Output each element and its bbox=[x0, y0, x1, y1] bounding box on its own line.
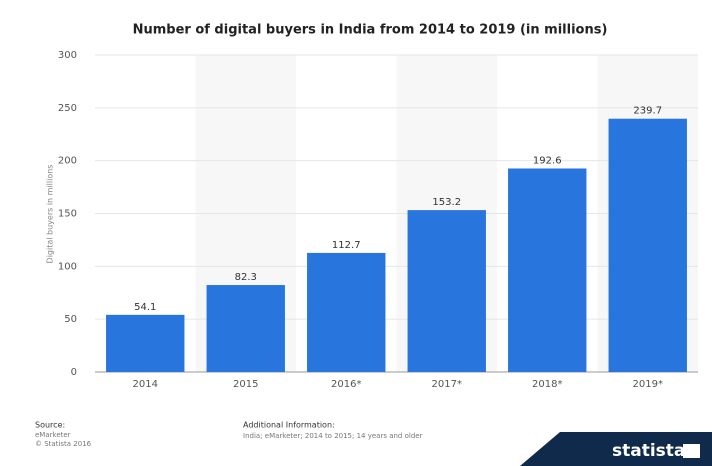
x-tick-label: 2019* bbox=[633, 379, 663, 390]
logo-shape bbox=[520, 432, 712, 466]
x-tick-label: 2014 bbox=[133, 379, 158, 390]
additional-info: India; eMarketer; 2014 to 2015; 14 years… bbox=[243, 432, 423, 440]
x-tick-label: 2018* bbox=[532, 379, 562, 390]
bar bbox=[508, 168, 587, 372]
y-tick-label: 0 bbox=[71, 367, 77, 378]
bar bbox=[206, 285, 285, 372]
y-tick-label: 150 bbox=[58, 209, 77, 220]
y-tick-label: 50 bbox=[64, 314, 77, 325]
value-label: 54.1 bbox=[134, 302, 156, 313]
bar bbox=[407, 210, 486, 372]
bar bbox=[307, 252, 386, 372]
y-tick-label: 250 bbox=[58, 103, 77, 114]
y-tick-label: 100 bbox=[58, 261, 77, 272]
source-label: Source: bbox=[35, 421, 65, 430]
y-axis-label: Digital buyers in millions bbox=[46, 165, 55, 264]
y-tick-label: 300 bbox=[58, 50, 77, 61]
value-label: 239.7 bbox=[633, 106, 662, 117]
additional-label: Additional Information: bbox=[243, 421, 335, 430]
y-tick-label: 200 bbox=[58, 156, 77, 167]
logo-icon bbox=[683, 444, 700, 458]
value-label: 112.7 bbox=[332, 240, 361, 251]
value-label: 192.6 bbox=[533, 155, 562, 166]
bar bbox=[106, 314, 185, 372]
value-label: 82.3 bbox=[235, 272, 257, 283]
chart-title: Number of digital buyers in India from 2… bbox=[133, 23, 608, 38]
value-label: 153.2 bbox=[432, 197, 461, 208]
source: eMarketer bbox=[35, 431, 71, 439]
x-tick-label: 2016* bbox=[331, 379, 361, 390]
logo: statista bbox=[612, 441, 685, 461]
x-tick-label: 2017* bbox=[432, 379, 462, 390]
bar bbox=[608, 118, 687, 372]
x-tick-label: 2015 bbox=[233, 379, 258, 390]
copyright: © Statista 2016 bbox=[35, 440, 92, 448]
